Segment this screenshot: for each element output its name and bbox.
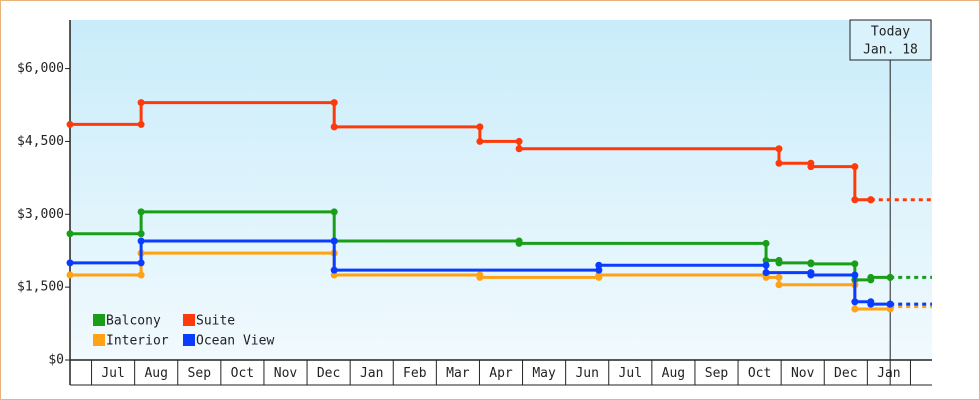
x-tick-label: Sep (705, 366, 729, 381)
data-point (515, 239, 523, 247)
legend-swatch (93, 334, 105, 346)
data-point (66, 230, 74, 238)
x-tick-label: Oct (748, 366, 771, 381)
step-point (137, 271, 145, 279)
y-tick-label: $3,000 (17, 207, 64, 222)
step-point (775, 273, 783, 281)
y-tick-label: $0 (48, 353, 64, 368)
x-tick-label: Jan (877, 366, 900, 381)
step-point (762, 261, 770, 269)
y-tick-label: $4,500 (17, 134, 64, 149)
step-point (595, 266, 603, 274)
data-point (775, 259, 783, 267)
data-point (595, 271, 603, 279)
plot-area (70, 20, 932, 360)
data-point (137, 99, 145, 107)
data-point (851, 305, 859, 313)
data-point (851, 298, 859, 306)
x-tick-label: Mar (446, 366, 470, 381)
step-point (515, 137, 523, 145)
x-tick-label: Sep (188, 366, 212, 381)
step-point (851, 163, 859, 171)
legend-swatch (93, 314, 105, 326)
x-tick-label: Feb (403, 366, 427, 381)
legend-swatch (183, 334, 195, 346)
data-point (476, 273, 484, 281)
step-point (330, 99, 338, 107)
x-tick-label: Nov (791, 366, 815, 381)
today-label: Today (871, 25, 910, 40)
data-point (330, 271, 338, 279)
x-tick-label: Apr (489, 366, 513, 381)
data-point (515, 145, 523, 153)
x-tick-label: Jan (360, 366, 383, 381)
step-point (137, 120, 145, 128)
x-tick-label: Jul (619, 366, 642, 381)
y-tick-label: $6,000 (17, 61, 64, 76)
today-box (849, 19, 932, 61)
data-point (775, 159, 783, 167)
series-line (70, 101, 871, 202)
step-point (851, 271, 859, 279)
data-point (762, 273, 770, 281)
x-tick-label: Nov (274, 366, 298, 381)
x-tick-label: Aug (662, 366, 685, 381)
data-point (330, 123, 338, 131)
data-point (851, 196, 859, 204)
y-tick-label: $1,500 (17, 280, 64, 295)
legend-label: Suite (196, 314, 235, 329)
data-point (137, 208, 145, 216)
x-tick-label: Dec (834, 366, 857, 381)
data-point (807, 163, 815, 171)
step-point (137, 230, 145, 238)
legend-swatch (183, 314, 195, 326)
x-tick-label: May (532, 366, 556, 381)
data-point (807, 260, 815, 268)
data-point (867, 196, 875, 204)
step-point (851, 260, 859, 268)
legend-label: Interior (106, 334, 169, 349)
data-point (137, 237, 145, 245)
data-point (476, 137, 484, 145)
step-point (330, 208, 338, 216)
x-tick-label: Dec (317, 366, 340, 381)
x-tick-label: Oct (231, 366, 254, 381)
legend-label: Ocean View (196, 334, 274, 349)
step-point (330, 237, 338, 245)
x-tick-label: Jun (575, 366, 598, 381)
step-point (476, 123, 484, 131)
data-point (66, 120, 74, 128)
data-point (807, 271, 815, 279)
step-point (775, 145, 783, 153)
data-point (595, 261, 603, 269)
data-point (775, 281, 783, 289)
step-point (762, 239, 770, 247)
data-point (886, 300, 894, 308)
data-point (762, 269, 770, 277)
data-point (66, 259, 74, 267)
data-point (762, 256, 770, 264)
x-tick-label: Jul (101, 366, 124, 381)
data-point (886, 273, 894, 281)
x-tick-label: Aug (144, 366, 167, 381)
data-point (330, 266, 338, 274)
data-point (867, 300, 875, 308)
step-point (137, 259, 145, 267)
series-line (70, 239, 891, 306)
legend-label: Balcony (106, 314, 161, 329)
data-point (867, 273, 875, 281)
today-label: Jan. 18 (863, 43, 918, 58)
data-point (66, 271, 74, 279)
